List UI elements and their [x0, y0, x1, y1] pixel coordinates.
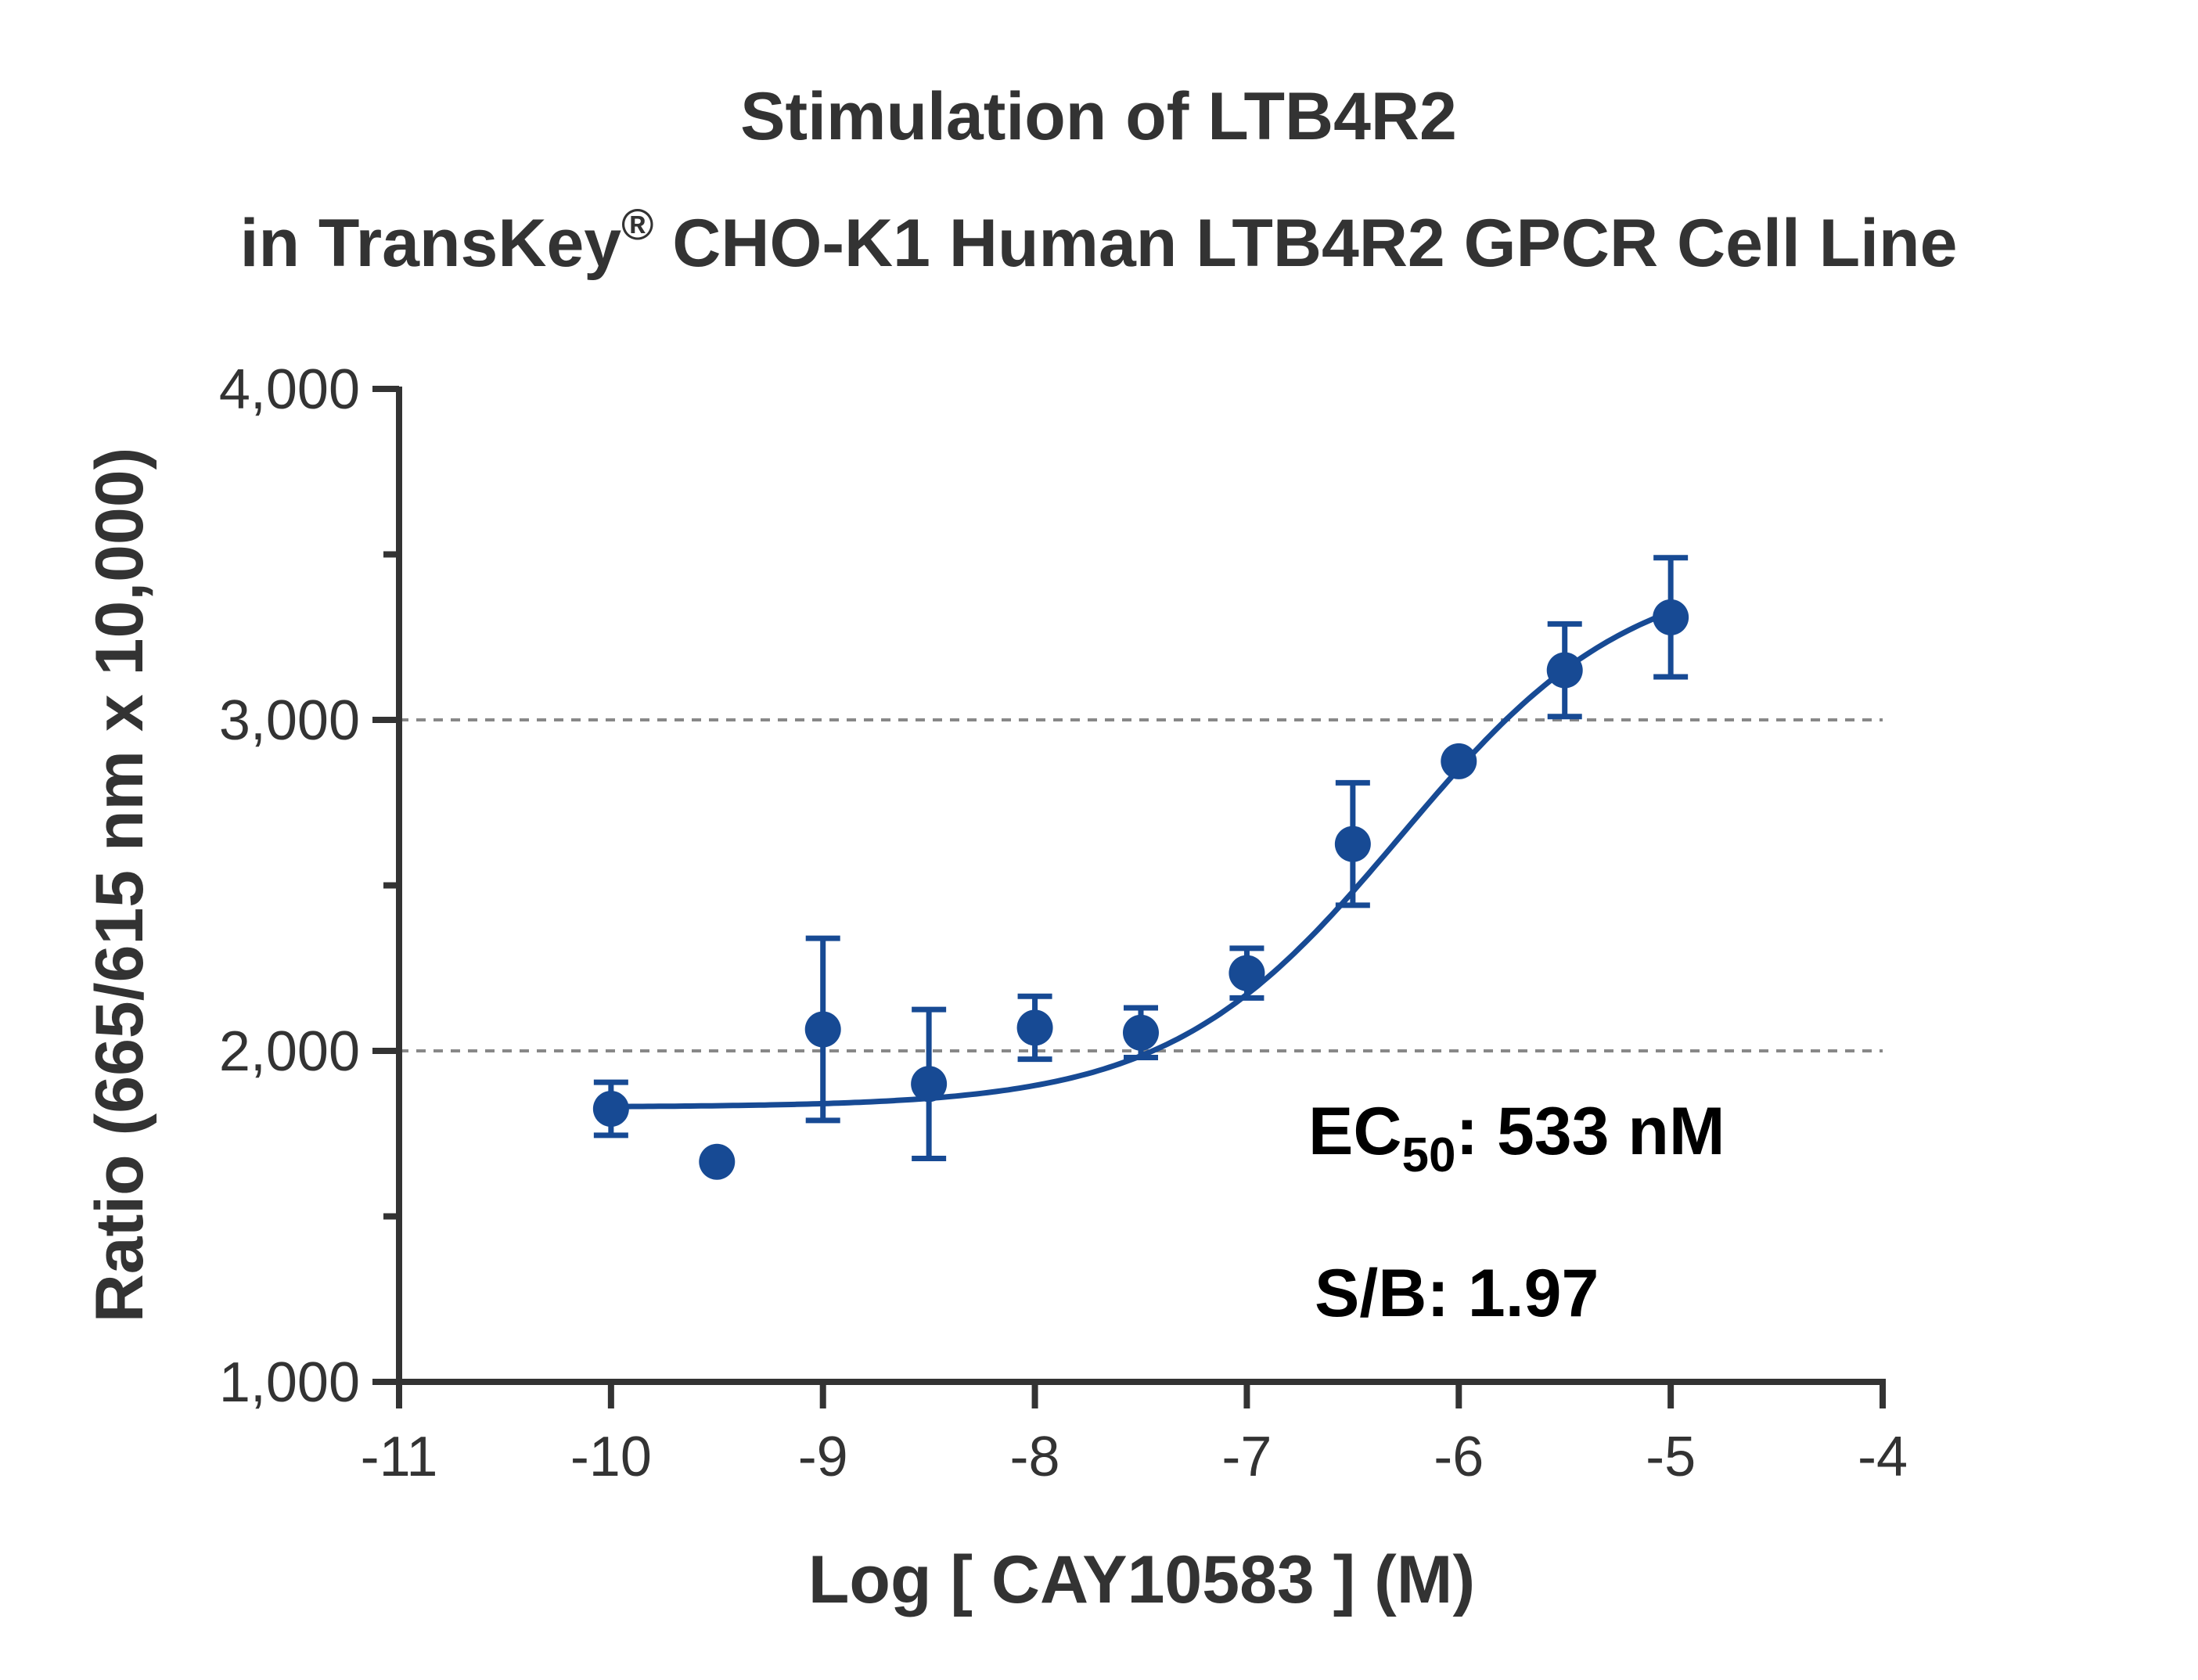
x-tick-label: -4 [1858, 1426, 1908, 1488]
y-tick-label: 4,000 [219, 358, 360, 421]
data-point [1441, 743, 1477, 779]
x-tick-label: -9 [798, 1426, 848, 1488]
x-tick-label: -8 [1010, 1426, 1060, 1488]
sb-annotation: S/B: 1.97 [1315, 1256, 1599, 1331]
x-tick-label: -11 [361, 1426, 438, 1488]
data-point [1229, 955, 1265, 991]
chart-title-line2-suffix: CHO-K1 Human LTB4R2 GPCR Cell Line [653, 206, 1957, 281]
data-point [592, 1091, 629, 1128]
data-point [1016, 1009, 1053, 1046]
data-point [804, 1011, 841, 1048]
x-axis-title: Log [ CAY10583 ] (M) [808, 1542, 1475, 1617]
ec50-value: : 533 nM [1455, 1094, 1725, 1169]
ec50-prefix: EC [1308, 1094, 1401, 1169]
data-point [1123, 1014, 1159, 1051]
gridlines [399, 718, 1883, 1052]
data-point [1653, 599, 1689, 635]
data-points-layer [592, 555, 1689, 1180]
x-tick-label: -10 [570, 1426, 652, 1488]
x-tick-label: -5 [1646, 1426, 1696, 1488]
x-tick-label: -7 [1221, 1426, 1272, 1488]
chart-title-line2-prefix: in TransKey [240, 206, 622, 281]
y-tick-label: 1,000 [219, 1351, 360, 1414]
chart-title-line1: Stimulation of LTB4R2 [740, 79, 1457, 154]
data-point [1334, 826, 1371, 862]
data-point [1546, 652, 1583, 689]
ec50-subscript: 50 [1401, 1128, 1455, 1182]
axes: -11 -10 -9 -8 -7 -6 -5 -4 1,000 2,000 3,000 4,000 [219, 358, 1908, 1488]
y-tick-label: 3,000 [219, 689, 360, 752]
data-point [699, 1143, 736, 1180]
x-tick-label: -6 [1434, 1426, 1484, 1488]
data-point [911, 1066, 948, 1103]
ec50-annotation: EC50: 533 nM [1308, 1094, 1725, 1182]
chart-title-line2: in TransKey® CHO-K1 Human LTB4R2 GPCR Ce… [240, 200, 1958, 281]
y-axis-title: Ratio (665/615 nm x 10,000) [82, 448, 157, 1323]
y-tick-label: 2,000 [219, 1020, 360, 1083]
chart-title-registered-mark: ® [621, 200, 653, 249]
